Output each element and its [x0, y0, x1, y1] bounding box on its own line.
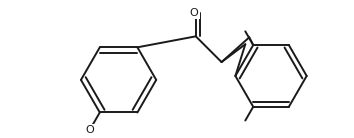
Text: O: O — [85, 125, 94, 135]
Text: O: O — [189, 8, 198, 18]
